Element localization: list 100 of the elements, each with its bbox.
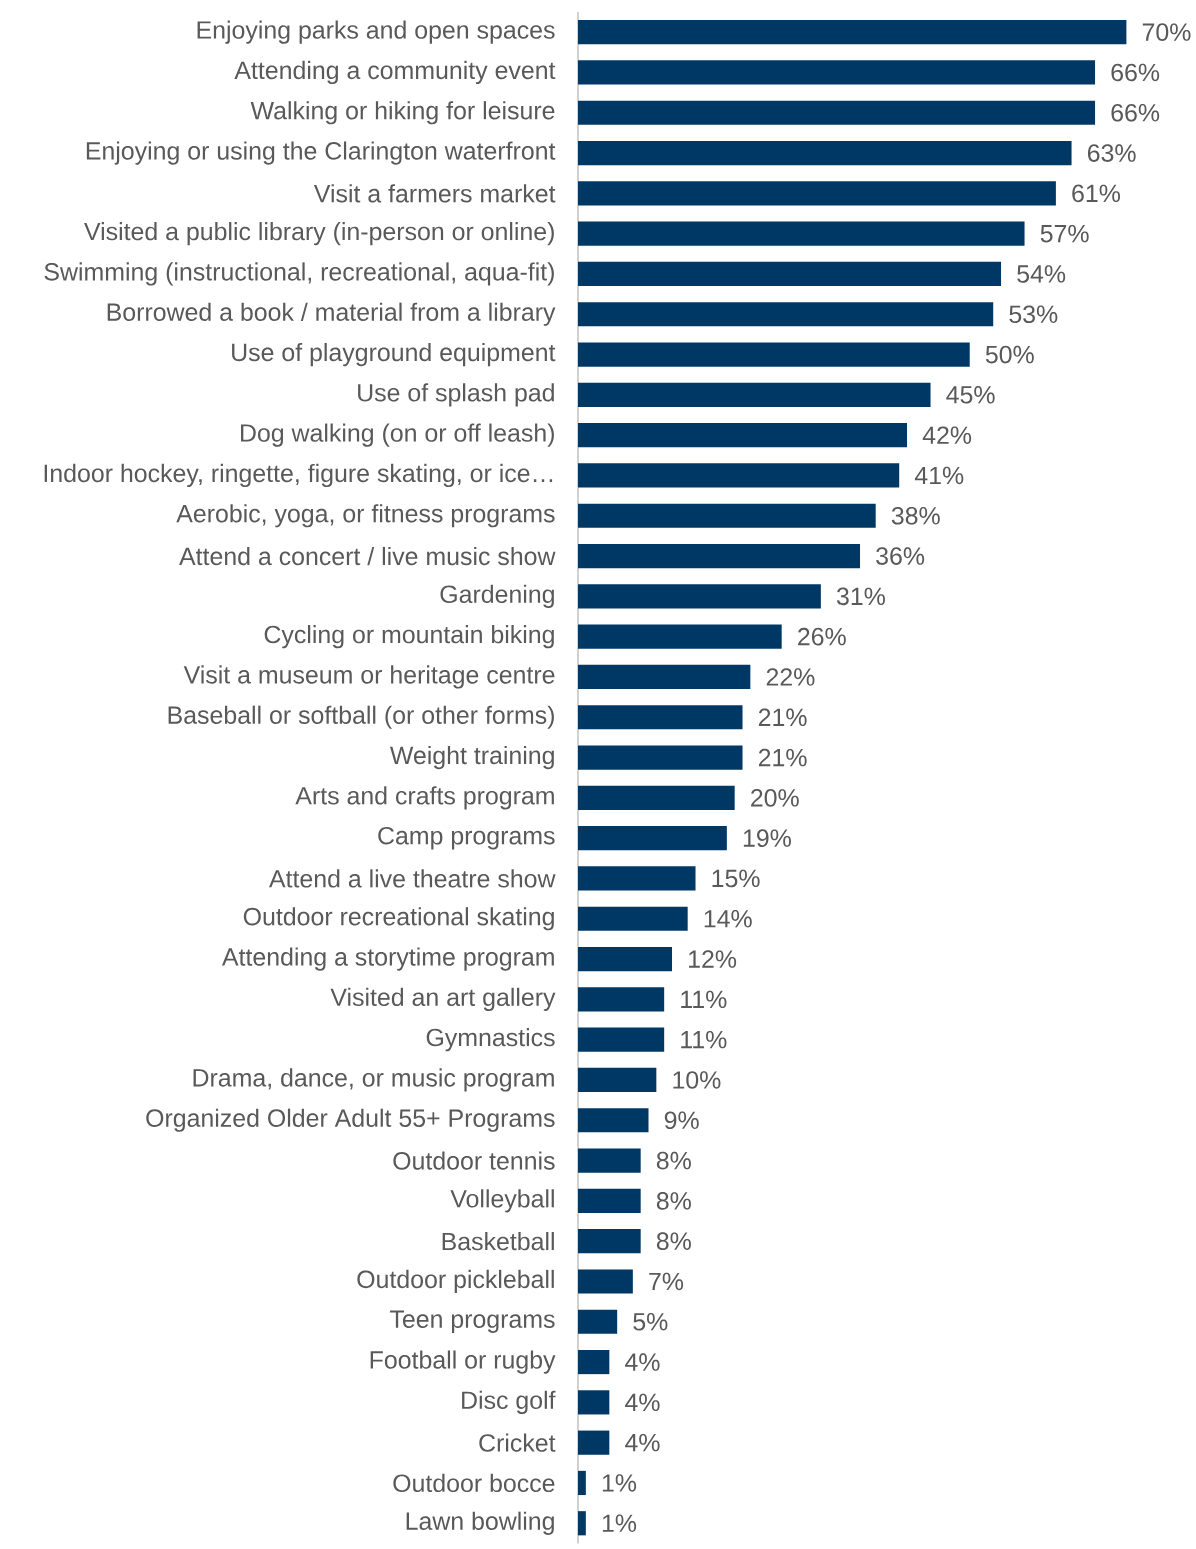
bar	[578, 1067, 657, 1093]
bar	[578, 543, 861, 569]
data-label: 21%	[758, 708, 807, 727]
data-label: 31%	[836, 587, 885, 606]
bar	[578, 1349, 610, 1375]
data-label: 66%	[1111, 63, 1160, 82]
y-tick-label: Attending a community event	[234, 60, 556, 85]
data-label: 8%	[656, 1151, 691, 1170]
bar	[578, 705, 743, 730]
data-label: 7%	[649, 1272, 684, 1291]
data-label: 45%	[946, 386, 995, 404]
bar	[578, 382, 931, 407]
data-label: 15%	[712, 869, 760, 888]
bar	[578, 1148, 641, 1173]
data-label: 63%	[1087, 144, 1136, 162]
y-tick-label: Attend a concert / live music show	[179, 546, 556, 566]
bar	[578, 503, 876, 528]
data-label: 54%	[1017, 265, 1066, 283]
y-tick-label: Visited a public library (in-person or online)	[84, 222, 554, 246]
y-tick-label: Indoor hockey, ringette, figure skating, or ice…	[44, 463, 553, 488]
bar	[578, 1108, 649, 1133]
data-label: 8%	[656, 1192, 691, 1210]
bar	[578, 1188, 641, 1213]
y-tick-label: Football or rugby	[370, 1350, 556, 1374]
y-tick-label: Drama, dance, or music program	[193, 1068, 554, 1092]
data-label: 53%	[1009, 305, 1058, 324]
data-label: 66%	[1111, 103, 1160, 122]
y-tick-label: Gymnastics	[426, 1028, 555, 1052]
bar	[578, 906, 688, 931]
data-label: 41%	[914, 466, 964, 485]
y-tick-label: Visited an art gallery	[330, 987, 556, 1011]
y-tick-label: Camp programs	[378, 826, 555, 850]
y-tick-label: Visit a farmers market	[313, 184, 556, 203]
bar	[578, 20, 1127, 45]
data-label: 21%	[758, 748, 807, 767]
data-label: 36%	[876, 547, 925, 565]
y-tick-label: Use of playground equipment	[232, 342, 556, 367]
bar	[578, 1390, 610, 1415]
y-tick-label: Cycling or mountain biking	[264, 625, 554, 649]
bar	[578, 664, 751, 690]
y-tick-label: Dog walking (on or off leash)	[241, 423, 554, 447]
data-label: 1%	[602, 1514, 637, 1532]
data-label: 4%	[625, 1393, 660, 1412]
data-label: 57%	[1040, 224, 1089, 243]
bar	[578, 785, 735, 810]
bar	[578, 100, 1096, 125]
data-label: 9%	[664, 1111, 699, 1130]
bar	[578, 302, 994, 327]
y-tick-label: Aerobic, yoga, or fitness programs	[176, 504, 555, 528]
data-label: 8%	[656, 1232, 691, 1250]
data-label: 20%	[751, 789, 799, 807]
data-label: 12%	[689, 950, 737, 968]
data-label: 4%	[625, 1433, 660, 1452]
bar	[578, 1430, 610, 1455]
y-tick-label: Baseball or softball (or other forms)	[168, 705, 554, 729]
y-tick-label: Enjoying parks and open spaces	[197, 20, 555, 44]
data-label: 4%	[625, 1353, 660, 1371]
y-tick-label: Basketball	[442, 1232, 554, 1251]
data-label: 38%	[891, 506, 940, 525]
y-tick-label: Teen programs	[389, 1310, 555, 1333]
bar	[578, 1027, 665, 1052]
y-tick-label: Lawn bowling	[406, 1511, 554, 1535]
y-tick-label: Outdoor recreational skating	[243, 907, 554, 931]
y-tick-label: Swimming (instructional, recreational, aqua-fit)	[44, 262, 554, 286]
y-tick-label: Attending a storytime program	[221, 947, 554, 971]
bar	[578, 423, 908, 448]
bar	[578, 140, 1072, 166]
y-tick-label: Walking or hiking for leisure	[250, 101, 555, 125]
y-tick-label: Enjoying or using the Clarington waterfront	[86, 141, 556, 165]
bar	[578, 987, 665, 1012]
y-tick-label: Outdoor tennis	[393, 1151, 555, 1170]
y-tick-label: Visit a museum or heritage centre	[183, 665, 555, 689]
bar	[578, 1229, 641, 1254]
bar	[578, 221, 1025, 246]
bar	[578, 1511, 586, 1536]
data-label: 11%	[681, 1030, 727, 1049]
data-label: 22%	[766, 668, 815, 686]
y-tick-label: Gardening	[440, 584, 554, 608]
bar	[578, 342, 970, 367]
data-label: 10%	[673, 1071, 721, 1089]
bar	[578, 584, 821, 609]
y-tick-label: Outdoor pickleball	[357, 1269, 554, 1294]
bar	[578, 866, 696, 891]
y-tick-label: Use of splash pad	[358, 383, 554, 407]
bar	[578, 1470, 586, 1496]
data-label: 26%	[798, 627, 846, 646]
data-label: 11%	[681, 990, 727, 1009]
bar	[578, 1269, 633, 1294]
data-label: 42%	[922, 426, 972, 444]
data-label: 50%	[985, 345, 1034, 364]
data-label: 61%	[1072, 184, 1120, 203]
bar	[578, 745, 743, 770]
data-label: 5%	[633, 1313, 668, 1331]
y-tick-label: Organized Older Adult 55+ Programs	[146, 1108, 555, 1132]
y-tick-label: Disc golf	[462, 1390, 556, 1414]
y-tick-label: Arts and crafts program	[295, 786, 554, 810]
bar	[578, 624, 782, 649]
bar	[578, 181, 1056, 206]
bar	[578, 60, 1096, 85]
data-label: 1%	[602, 1474, 637, 1492]
